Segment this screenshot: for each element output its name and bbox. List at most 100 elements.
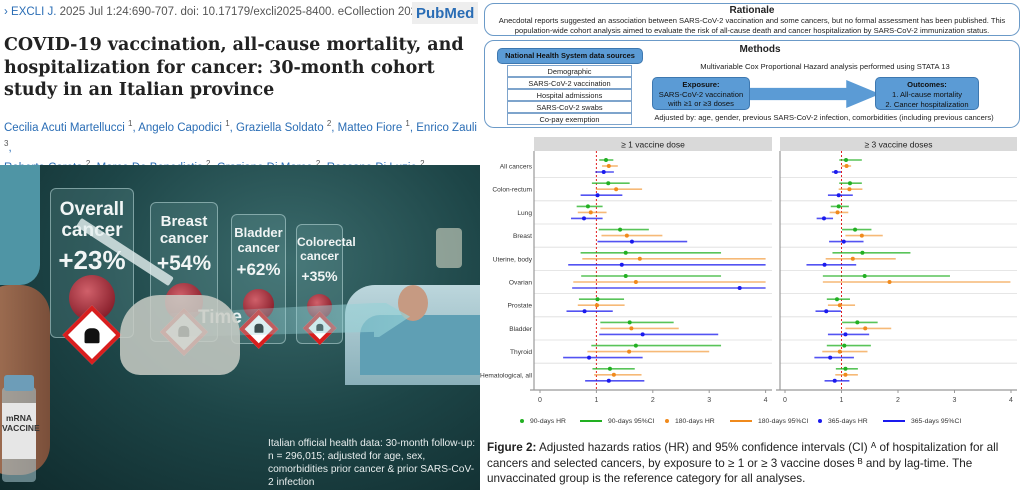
card-line1: Bladder	[234, 225, 283, 240]
methods-box	[484, 40, 1020, 128]
hr-point-365-days	[587, 355, 592, 360]
hr-point-365-days	[619, 262, 624, 267]
author-affiliation: 1	[225, 119, 230, 128]
card-line1: Breast	[160, 213, 208, 230]
card-line1: Colorectal	[297, 235, 356, 249]
hr-point-90-days	[607, 366, 612, 371]
card-percent: +35%	[301, 268, 338, 284]
x-tick-label: 3	[707, 397, 711, 404]
hr-point-90-days	[834, 297, 839, 302]
hr-point-90-days	[853, 227, 858, 232]
hr-point-365-days	[640, 332, 645, 337]
legend-label: 365-days 95%CI	[911, 418, 962, 425]
author-affiliation: 2	[85, 158, 91, 168]
x-tick-label: 0	[783, 397, 787, 404]
card-line2: cancer	[159, 230, 209, 247]
journal-link[interactable]: › EXCLI J.	[4, 6, 57, 18]
hr-point-90-days	[606, 181, 611, 186]
hr-point-180-days	[863, 326, 868, 331]
legend-item: 180-days HR	[665, 418, 715, 425]
illustration: Overallcancer+23%Breastcancer+54%Bladder…	[0, 165, 480, 490]
hr-point-180-days	[611, 372, 616, 377]
hr-point-180-days	[588, 210, 593, 215]
x-tick-label: 1	[840, 397, 844, 404]
author-affiliation: 2	[420, 158, 425, 168]
x-tick-label: 2	[651, 397, 655, 404]
legend-line-icon	[580, 420, 602, 422]
legend-label: 365-days HR	[828, 418, 868, 425]
category-label: Bladder	[509, 326, 533, 333]
analysis-text: Multivariable Cox Proportional Hazard an…	[700, 62, 950, 71]
hr-point-180-days	[844, 164, 849, 168]
hr-point-365-days	[601, 170, 606, 174]
hr-point-365-days	[843, 332, 848, 337]
hr-point-180-days	[637, 256, 642, 261]
hr-point-365-days	[824, 309, 829, 314]
exposure-box: Exposure: SARS-CoV-2 vaccination with ≥1…	[652, 77, 750, 110]
author-link[interactable]: Matteo Fiore	[337, 121, 403, 134]
journal-name[interactable]: EXCLI J.	[11, 6, 57, 18]
category-label: Colon-rectum	[492, 187, 532, 194]
x-tick-label: 4	[1009, 397, 1013, 404]
hr-point-180-days	[847, 187, 852, 192]
outcomes-title: Outcomes:	[907, 80, 947, 89]
exposure-title: Exposure:	[682, 80, 720, 89]
category-label: All cancers	[500, 164, 533, 171]
hr-point-180-days	[843, 372, 848, 377]
category-label: Prostate	[507, 303, 532, 310]
rationale-box	[484, 3, 1020, 36]
iv-bag-icon	[436, 228, 462, 268]
pubmed-logo[interactable]: PubMed	[412, 2, 478, 24]
card-line2: cancer	[237, 240, 280, 255]
hr-point-90-days	[595, 297, 600, 302]
citation-details: 2025 Jul 1:24:690-707. doi: 10.17179/exc…	[59, 6, 427, 18]
card-line2: cancer	[300, 249, 339, 263]
vial-label: mRNA VACCINE	[2, 403, 40, 459]
legend-line-icon	[883, 420, 905, 422]
facet-title: ≥ 1 vaccine dose	[621, 140, 685, 150]
author-link[interactable]: Graziella Soldato	[236, 121, 324, 134]
hr-point-180-days	[614, 187, 619, 192]
author-affiliation: 2	[326, 119, 332, 128]
exposure-text: SARS-CoV-2 vaccination with ≥1 or ≥3 dos…	[658, 89, 744, 109]
category-label: Thyroid	[510, 349, 532, 356]
x-tick-label: 4	[764, 397, 768, 404]
category-label: Uterine, body	[493, 256, 533, 263]
hr-point-365-days	[833, 170, 838, 174]
hr-point-90-days	[623, 274, 628, 278]
x-tick-label: 3	[953, 397, 957, 404]
hr-point-365-days	[832, 378, 837, 383]
rationale-title: Rationale	[729, 5, 775, 16]
author-link[interactable]: Angelo Capodici	[138, 121, 222, 134]
legend-label: 90-days 95%CI	[608, 418, 655, 425]
facet-header	[534, 137, 772, 151]
card-percent: +54%	[156, 252, 212, 275]
hr-point-180-days	[594, 303, 599, 308]
data-source-item: Co-pay exemption	[507, 113, 632, 125]
card-line1: Overall	[59, 199, 125, 220]
hr-point-90-days	[842, 343, 847, 348]
author-link[interactable]: Enrico Zauli	[416, 121, 477, 134]
facet-header	[780, 137, 1017, 151]
illustration-note: Italian official health data: 30-month f…	[268, 438, 476, 488]
hr-point-365-days	[606, 378, 611, 383]
hr-point-90-days	[618, 227, 623, 232]
author-affiliation: 1	[128, 119, 133, 128]
hr-point-180-days	[633, 280, 638, 284]
legend-label: 180-days HR	[675, 418, 715, 425]
vial-cap	[4, 375, 34, 391]
citation-line: › EXCLI J. 2025 Jul 1:24:690-707. doi: 1…	[4, 6, 427, 18]
hr-point-365-days	[836, 193, 841, 198]
category-label: Lung	[517, 210, 532, 217]
facet-title: ≥ 3 vaccine doses	[865, 140, 933, 150]
hr-point-180-days	[859, 233, 864, 238]
author-link[interactable]: Cecilia Acuti Martellucci	[4, 121, 125, 134]
methods-title: Methods	[739, 44, 781, 55]
outcome-2: 2. Cancer hospitalization	[885, 100, 969, 109]
hr-point-365-days	[822, 262, 827, 267]
data-source-item: Hospital admissions	[507, 89, 632, 101]
category-label: Breast	[513, 233, 532, 240]
hr-point-90-days	[855, 320, 860, 325]
hr-point-180-days	[624, 233, 629, 238]
data-source-item: SARS-CoV-2 swabs	[507, 101, 632, 113]
